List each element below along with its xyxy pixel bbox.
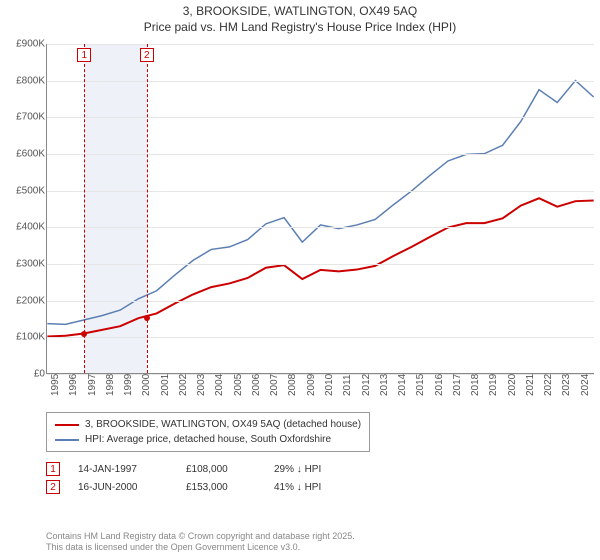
x-axis-label: 2005 <box>233 374 244 396</box>
x-axis-label: 2017 <box>452 374 463 396</box>
title-line-1: 3, BROOKSIDE, WATLINGTON, OX49 5AQ <box>0 4 600 20</box>
x-axis-label: 2014 <box>397 374 408 396</box>
x-axis-label: 2006 <box>251 374 262 396</box>
plot-area: £0£100K£200K£300K£400K£500K£600K£700K£80… <box>46 44 594 374</box>
y-axis-label: £0 <box>1 369 45 380</box>
x-axis-label: 2001 <box>160 374 171 396</box>
x-axis-label: 2023 <box>561 374 572 396</box>
x-axis-label: 2007 <box>269 374 280 396</box>
x-axis-label: 2000 <box>141 374 152 396</box>
legend-label-2: HPI: Average price, detached house, Sout… <box>85 432 331 447</box>
sale-point <box>81 331 87 337</box>
x-axis-label: 2002 <box>178 374 189 396</box>
x-axis-label: 1999 <box>123 374 134 396</box>
event-price-2: £153,000 <box>186 482 256 493</box>
legend-swatch-2 <box>55 439 79 441</box>
legend: 3, BROOKSIDE, WATLINGTON, OX49 5AQ (deta… <box>46 412 370 452</box>
x-axis-label: 2004 <box>214 374 225 396</box>
event-row: 1 14-JAN-1997 £108,000 29% ↓ HPI <box>46 462 321 476</box>
chart-svg <box>47 44 594 373</box>
footnote-line-1: Contains HM Land Registry data © Crown c… <box>46 531 355 543</box>
x-axis-label: 2018 <box>470 374 481 396</box>
footnote: Contains HM Land Registry data © Crown c… <box>46 531 355 554</box>
x-axis-label: 2021 <box>525 374 536 396</box>
title-line-2: Price paid vs. HM Land Registry's House … <box>0 20 600 36</box>
marker-box: 2 <box>140 48 154 62</box>
x-axis-label: 2008 <box>287 374 298 396</box>
chart-container: 3, BROOKSIDE, WATLINGTON, OX49 5AQ Price… <box>0 0 600 560</box>
legend-swatch-1 <box>55 424 79 426</box>
x-axis-label: 2009 <box>306 374 317 396</box>
events-table: 1 14-JAN-1997 £108,000 29% ↓ HPI 2 16-JU… <box>46 458 321 498</box>
marker-line <box>84 44 85 373</box>
x-axis-label: 2022 <box>543 374 554 396</box>
x-axis-label: 1997 <box>87 374 98 396</box>
y-axis-label: £900K <box>1 39 45 50</box>
x-axis-label: 2003 <box>196 374 207 396</box>
event-marker-2: 2 <box>46 480 60 494</box>
x-axis-label: 2024 <box>580 374 591 396</box>
y-axis-label: £600K <box>1 149 45 160</box>
x-axis-label: 1995 <box>50 374 61 396</box>
event-price-1: £108,000 <box>186 464 256 475</box>
x-axis-label: 2015 <box>415 374 426 396</box>
y-axis-label: £700K <box>1 112 45 123</box>
x-axis-label: 1996 <box>68 374 79 396</box>
x-axis-label: 2019 <box>488 374 499 396</box>
marker-line <box>147 44 148 373</box>
event-delta-2: 41% ↓ HPI <box>274 482 321 493</box>
chart-title: 3, BROOKSIDE, WATLINGTON, OX49 5AQ Price… <box>0 0 600 35</box>
y-axis-label: £800K <box>1 75 45 86</box>
event-marker-1: 1 <box>46 462 60 476</box>
event-date-1: 14-JAN-1997 <box>78 464 168 475</box>
x-axis-label: 2020 <box>507 374 518 396</box>
marker-box: 1 <box>77 48 91 62</box>
legend-row-2: HPI: Average price, detached house, Sout… <box>55 432 361 447</box>
sale-point <box>144 315 150 321</box>
footnote-line-2: This data is licensed under the Open Gov… <box>46 542 355 554</box>
x-axis-label: 2011 <box>342 374 353 396</box>
x-axis-label: 2016 <box>434 374 445 396</box>
event-date-2: 16-JUN-2000 <box>78 482 168 493</box>
legend-row-1: 3, BROOKSIDE, WATLINGTON, OX49 5AQ (deta… <box>55 417 361 432</box>
legend-label-1: 3, BROOKSIDE, WATLINGTON, OX49 5AQ (deta… <box>85 417 361 432</box>
event-delta-1: 29% ↓ HPI <box>274 464 321 475</box>
y-axis-label: £500K <box>1 185 45 196</box>
y-axis-label: £300K <box>1 259 45 270</box>
x-axis-label: 2013 <box>379 374 390 396</box>
x-axis-label: 2012 <box>361 374 372 396</box>
series-price_paid <box>47 198 593 336</box>
y-axis-label: £200K <box>1 295 45 306</box>
x-axis-label: 2010 <box>324 374 335 396</box>
y-axis-label: £400K <box>1 222 45 233</box>
event-row: 2 16-JUN-2000 £153,000 41% ↓ HPI <box>46 480 321 494</box>
x-axis-label: 1998 <box>105 374 116 396</box>
y-axis-label: £100K <box>1 332 45 343</box>
